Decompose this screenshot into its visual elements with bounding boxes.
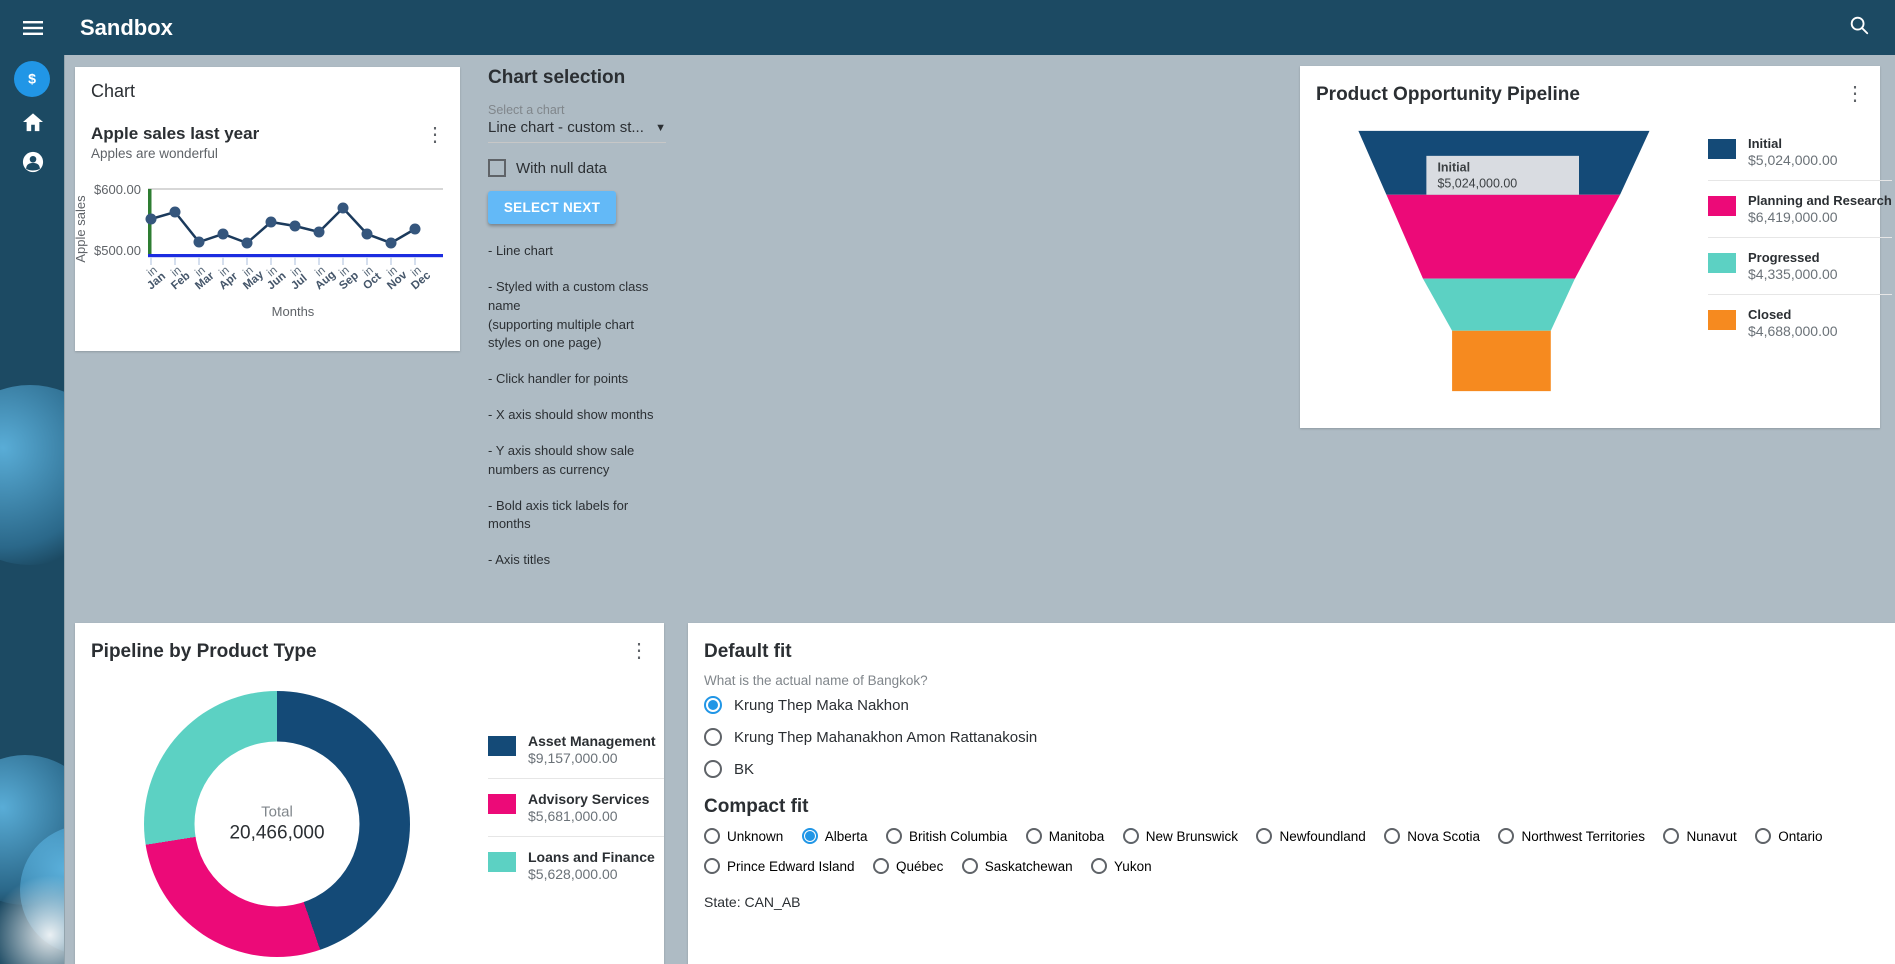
svg-text:Apple sales: Apple sales [73, 195, 88, 263]
svg-text:Jul: Jul [289, 272, 309, 292]
svg-text:$: $ [28, 72, 36, 88]
svg-text:Months: Months [272, 304, 315, 319]
svg-text:$500.00: $500.00 [94, 243, 141, 258]
svg-text:Initial: Initial [1437, 161, 1470, 175]
svg-text:$600.00: $600.00 [94, 182, 141, 197]
svg-text:$5,024,000.00: $5,024,000.00 [1437, 176, 1517, 190]
